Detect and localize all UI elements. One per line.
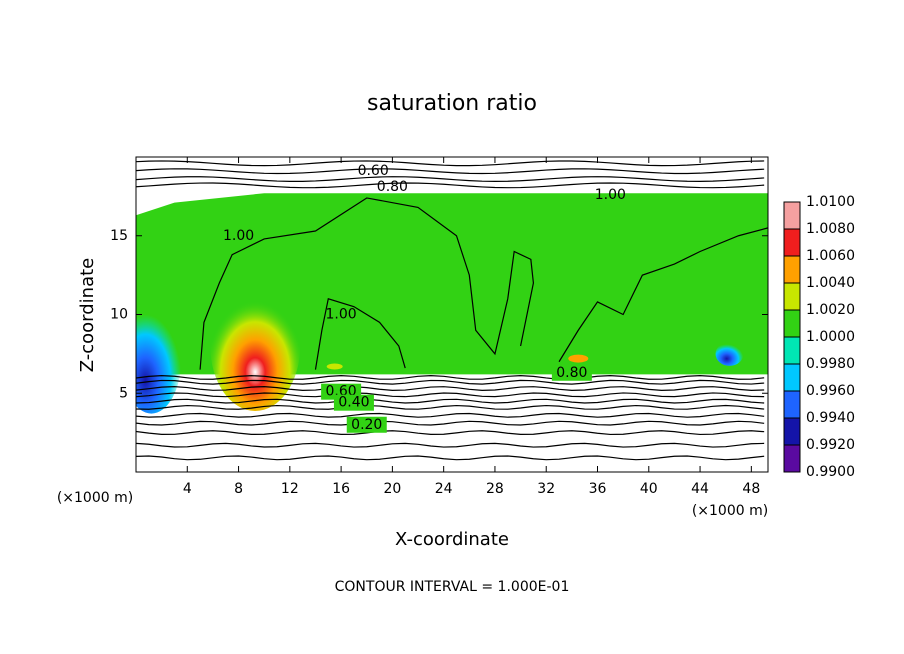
contour-line (136, 168, 765, 175)
contour-line (136, 442, 765, 448)
contour-line (136, 420, 765, 426)
contour-label-bg (346, 416, 387, 433)
contour-line (314, 297, 406, 370)
contour-label: 0.20 (351, 417, 382, 433)
contour-line (136, 392, 765, 398)
contour-label: 0.60 (358, 163, 389, 179)
colorbar-label: 1.0020 (806, 302, 855, 318)
contour-line (136, 375, 765, 380)
contour-label: 1.00 (326, 307, 357, 323)
contour-line (136, 379, 765, 385)
contour-label-bg (333, 394, 374, 411)
y-tick-label: 5 (119, 385, 128, 401)
contour-line (136, 430, 765, 436)
colorbar-band (784, 445, 800, 472)
colorbar-band (784, 310, 800, 337)
x-tick-label: 28 (486, 481, 504, 497)
colorbar-label: 1.0000 (806, 329, 855, 345)
x-tick-label: 32 (537, 481, 555, 497)
x-axis-label: X-coordinate (395, 529, 509, 550)
contour-label: 0.80 (377, 179, 408, 195)
warm-spot (568, 354, 589, 363)
contour-label: 1.00 (223, 228, 254, 244)
y-tick-label: 15 (110, 228, 128, 244)
colorbar-band (784, 337, 800, 364)
y-axis-label: Z-coordinate (77, 258, 98, 373)
colorbar-band (784, 418, 800, 445)
cold-anomaly (715, 341, 744, 366)
contour-line (558, 227, 768, 363)
x-tick-label: 40 (640, 481, 658, 497)
colorbar-band (784, 256, 800, 283)
y-unit-label: (×1000 m) (57, 490, 133, 506)
colorbar-band (784, 364, 800, 391)
colorbar-band (784, 391, 800, 418)
contour-line (136, 398, 765, 404)
contour-label: 1.00 (595, 187, 626, 203)
field (136, 160, 768, 461)
colorbar-label: 0.9960 (806, 383, 855, 399)
colorbar-label: 1.0080 (806, 221, 855, 237)
contour-line (136, 404, 765, 410)
footnote: CONTOUR INTERVAL = 1.000E-01 (335, 579, 570, 595)
colorbar-band (784, 229, 800, 256)
x-tick-label: 24 (435, 481, 453, 497)
contour-label: 0.80 (556, 365, 587, 381)
cold-anomaly (136, 303, 182, 414)
contour-line (199, 197, 535, 370)
contour-line (136, 455, 765, 461)
contour-line (136, 182, 765, 189)
x-unit-label: (×1000 m) (692, 503, 768, 519)
x-tick-label: 20 (383, 481, 401, 497)
contour-line (136, 412, 765, 418)
warm-spot (326, 363, 343, 370)
y-tick-label: 10 (110, 307, 128, 323)
colorbar-band (784, 283, 800, 310)
x-tick-label: 44 (691, 481, 709, 497)
chart-title: saturation ratio (367, 91, 537, 116)
colorbar-label: 1.0100 (806, 194, 855, 210)
warm-anomaly (210, 281, 301, 411)
colorbar-label: 0.9900 (806, 464, 855, 480)
x-tick-label: 48 (742, 481, 760, 497)
x-tick-label: 36 (589, 481, 607, 497)
colorbar-label: 0.9980 (806, 356, 855, 372)
contour-label: 0.40 (338, 395, 369, 411)
x-tick-label: 4 (183, 481, 192, 497)
contour-label-bg (551, 364, 592, 381)
contour-line (136, 160, 765, 167)
colorbar-band (784, 202, 800, 229)
colorbar-label: 0.9920 (806, 437, 855, 453)
contour-line (136, 176, 765, 183)
x-tick-label: 16 (332, 481, 350, 497)
colorbar-label: 1.0040 (806, 275, 855, 291)
contour-line (136, 386, 765, 391)
colorbar-label: 1.0060 (806, 248, 855, 264)
x-tick-label: 8 (234, 481, 243, 497)
x-tick-label: 12 (281, 481, 299, 497)
colorbar-label: 0.9940 (806, 410, 855, 426)
